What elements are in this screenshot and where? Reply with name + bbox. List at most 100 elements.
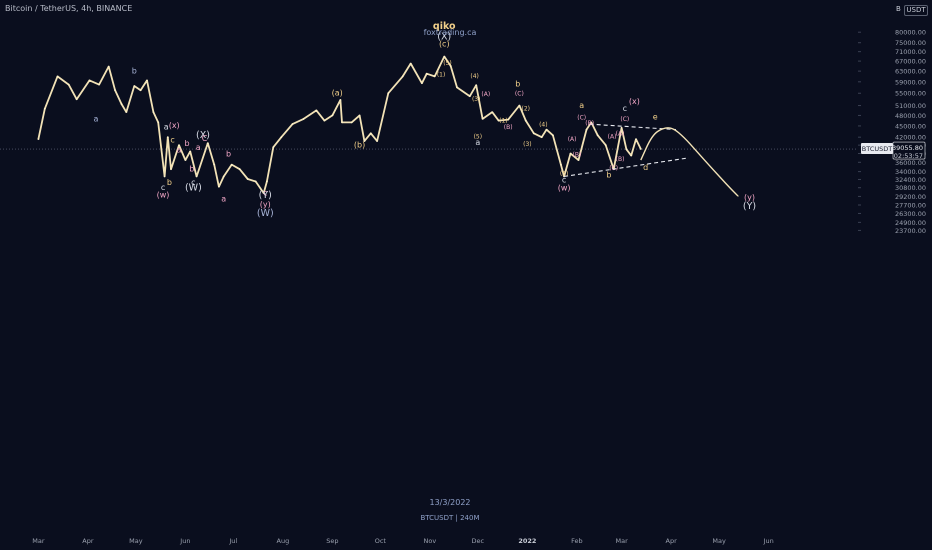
wave-label: (B) xyxy=(572,152,581,159)
price-point xyxy=(456,86,458,89)
price-point xyxy=(280,136,283,139)
wave-label: (Y) xyxy=(743,201,756,212)
month-label: Jun xyxy=(179,537,190,545)
price-point xyxy=(139,89,142,92)
wave-label: (X) xyxy=(196,130,210,141)
wave-label: b xyxy=(167,178,172,187)
wave-label: (W) xyxy=(257,208,274,219)
month-label: Jul xyxy=(228,537,237,545)
price-tick-label: 48000.00 xyxy=(895,112,926,120)
price-point xyxy=(409,62,412,65)
wave-label: (A) xyxy=(481,91,490,98)
price-point xyxy=(425,72,428,75)
price-tick-label: 26300.00 xyxy=(895,210,926,218)
wave-label: (Y) xyxy=(259,190,272,201)
last-price-countdown: 02:53:57 xyxy=(894,152,923,160)
price-point xyxy=(468,95,471,98)
price-point xyxy=(545,128,548,131)
wave-label: c xyxy=(623,104,627,113)
wave-label: (5) xyxy=(443,60,452,67)
wave-label: (A) xyxy=(568,136,577,143)
price-point xyxy=(56,75,59,78)
price-point xyxy=(630,154,633,157)
wave-label: c xyxy=(191,178,195,187)
price-tick-label: 67000.00 xyxy=(895,58,926,66)
price-point xyxy=(369,132,372,135)
price-point xyxy=(184,159,187,162)
wave-label: (w) xyxy=(558,183,571,192)
wave-label: (1) xyxy=(499,118,508,125)
wave-label: b xyxy=(226,150,231,159)
price-tick-label: 45000.00 xyxy=(895,122,926,130)
wave-label: (C) xyxy=(620,116,629,123)
wave-label: (3) xyxy=(523,141,532,148)
wave-label: b xyxy=(132,67,137,76)
price-point xyxy=(358,114,361,117)
price-point xyxy=(491,111,494,113)
price-point xyxy=(213,163,216,166)
month-label: Nov xyxy=(424,537,437,545)
price-line xyxy=(37,55,642,194)
price-tick-label: 42000.00 xyxy=(895,134,926,142)
price-point xyxy=(552,134,554,137)
price-point xyxy=(107,65,110,68)
wave-label: (y) xyxy=(744,193,755,202)
price-point xyxy=(120,103,123,105)
wave-label: (1) xyxy=(437,71,446,78)
price-point xyxy=(315,109,318,112)
price-point xyxy=(222,175,225,178)
month-label: Aug xyxy=(277,537,290,545)
wave-label: (X) xyxy=(437,31,451,42)
price-tick-label: 23700.00 xyxy=(895,227,926,235)
price-tick-label: 75000.00 xyxy=(895,39,926,47)
price-point xyxy=(178,144,180,147)
last-price-symbol: BTCUSDT xyxy=(862,145,892,153)
wave-label: (C) xyxy=(609,165,618,172)
price-tick-label: 36000.00 xyxy=(895,159,926,167)
price-point xyxy=(363,140,366,143)
price-point xyxy=(218,185,220,188)
price-point xyxy=(481,118,484,120)
price-point xyxy=(206,142,209,145)
wave-label: (b) xyxy=(354,141,365,150)
wave-label: a xyxy=(93,115,98,124)
price-point xyxy=(339,99,342,101)
month-label: Jun xyxy=(763,537,774,545)
wave-label: (w) xyxy=(157,191,170,200)
month-label: Sep xyxy=(326,537,338,545)
price-point xyxy=(114,89,116,92)
price-point xyxy=(146,79,148,82)
month-label: Oct xyxy=(375,537,387,545)
price-tick-label: 30800.00 xyxy=(895,184,926,192)
price-point xyxy=(443,55,446,58)
price-tick-label: 55000.00 xyxy=(895,90,926,98)
price-point xyxy=(272,146,275,149)
last-price-value-badge xyxy=(892,141,926,160)
price-point xyxy=(133,85,136,87)
price-point xyxy=(620,126,623,129)
price-point xyxy=(67,83,70,86)
currency-prefix: B xyxy=(896,5,901,13)
price-point xyxy=(596,134,599,137)
price-point xyxy=(569,152,572,155)
wave-label: b xyxy=(184,139,189,148)
currency-badge[interactable]: USDT xyxy=(904,5,928,16)
month-label: Apr xyxy=(82,537,94,545)
price-point xyxy=(387,92,390,95)
wave-label: (C) xyxy=(577,115,586,122)
price-tick-label: 71000.00 xyxy=(895,48,926,56)
price-point xyxy=(532,132,535,135)
price-point xyxy=(262,192,265,195)
price-point xyxy=(497,119,500,122)
projection-curve xyxy=(640,127,739,197)
wave-label: (5) xyxy=(560,170,569,177)
price-point xyxy=(195,175,198,178)
wave-label: d xyxy=(643,163,648,172)
price-tick-label: 27700.00 xyxy=(895,201,926,209)
wave-label: C xyxy=(202,134,208,143)
price-point xyxy=(166,136,169,139)
wave-label: (x) xyxy=(169,121,180,130)
price-point xyxy=(341,121,343,124)
price-point xyxy=(540,136,543,139)
